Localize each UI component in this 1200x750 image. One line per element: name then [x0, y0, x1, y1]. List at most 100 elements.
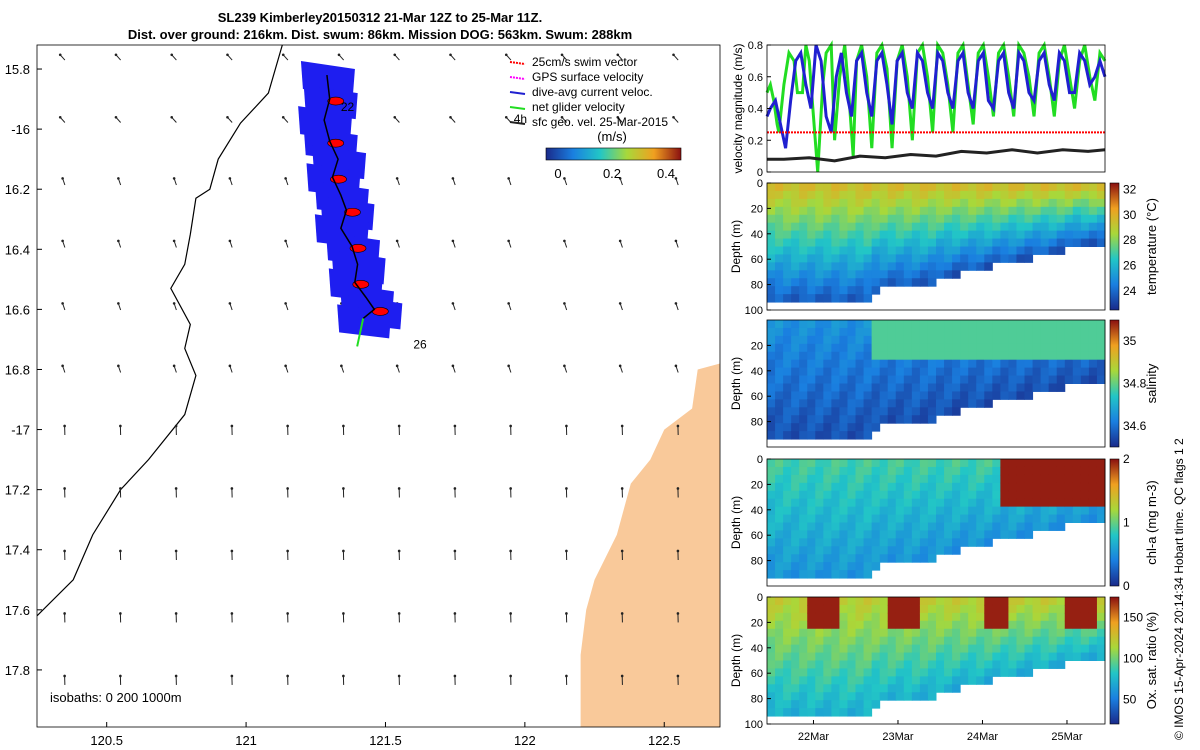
section-cell [863, 222, 873, 232]
section-cell [895, 530, 905, 539]
section-cell [927, 482, 937, 492]
section-colorbar [1109, 319, 1120, 448]
section-cell [839, 676, 848, 685]
arrow-head [230, 674, 234, 678]
section-cell [968, 644, 977, 654]
section-cell [887, 383, 897, 392]
section-cell [895, 482, 905, 492]
section-cell [775, 652, 784, 661]
section-cell [863, 383, 873, 392]
section-cell [815, 391, 824, 400]
section-cell [984, 506, 993, 516]
section-cell [791, 286, 800, 295]
section-cell [1064, 327, 1074, 337]
geo-velocity-arrow [453, 674, 457, 685]
section-cell [847, 214, 857, 224]
section-cell [767, 570, 776, 579]
section-cell [1024, 474, 1034, 484]
section-cell [871, 459, 881, 468]
section-cell [1016, 612, 1026, 622]
section-cell [783, 514, 792, 523]
y-tick-label: 16.6 [5, 302, 30, 317]
section-cell [791, 383, 800, 392]
section-cell [1016, 506, 1026, 516]
section-cell [879, 270, 889, 279]
section-cell [895, 506, 905, 516]
section-cell [992, 198, 1001, 208]
section-cell [831, 190, 840, 200]
arrow-head [507, 302, 510, 305]
arrow-head [393, 115, 397, 119]
section-cell [1000, 359, 1009, 369]
section-cell [807, 506, 816, 516]
section-cell [799, 644, 808, 654]
section-cell [1016, 238, 1026, 247]
section-cell [903, 604, 913, 614]
section-cell [831, 708, 840, 717]
section-cell [1024, 636, 1034, 646]
section-cell [984, 459, 993, 468]
section-cell [775, 668, 784, 677]
y-tick-label: 40 [751, 229, 763, 241]
section-cell [1040, 359, 1050, 369]
section-cell [1088, 514, 1098, 523]
section-cell [823, 383, 832, 392]
section-cell [960, 383, 969, 392]
section-cell [799, 262, 808, 271]
section-cell [783, 708, 792, 717]
section-cell [1024, 335, 1034, 345]
section-cell [952, 183, 961, 192]
section-cell [1000, 327, 1009, 337]
section-cell [968, 660, 977, 669]
section-cell [791, 546, 800, 555]
section-cell [879, 530, 889, 539]
section-cell [960, 612, 969, 622]
section-cell [791, 359, 800, 369]
section-cell [831, 538, 840, 547]
arrow-head [563, 177, 566, 180]
section-cell [855, 335, 865, 345]
section-cell [944, 506, 953, 516]
section-cell [847, 286, 857, 295]
section-cell [1080, 359, 1090, 369]
geo-velocity-arrow [395, 364, 400, 373]
section-cell [927, 222, 937, 232]
section-cell [992, 628, 1001, 638]
y-tick-label: -16 [11, 122, 30, 137]
section-cell [895, 198, 905, 208]
section-cell [952, 459, 961, 468]
section-cell [871, 383, 881, 392]
section-cell [887, 474, 897, 484]
section-cell [1000, 367, 1009, 377]
section-cell [879, 343, 889, 353]
section-cell [775, 278, 784, 287]
section-cell [911, 604, 921, 614]
geo-velocity-arrow [286, 674, 289, 685]
section-cell [807, 351, 816, 361]
section-cell [927, 351, 937, 361]
section-cell [944, 335, 953, 345]
section-cell [903, 359, 913, 369]
arrow-head [620, 612, 624, 615]
section-cell [984, 238, 993, 247]
arrow-head [507, 364, 510, 368]
section-cell [895, 238, 905, 247]
section-cell [839, 490, 848, 500]
section-cell [1056, 190, 1066, 200]
section-cell [992, 652, 1001, 661]
geo-velocity-arrow [618, 239, 623, 248]
section-cell [903, 415, 913, 424]
section-cell [871, 327, 881, 337]
section-cell [1056, 506, 1066, 516]
geo-velocity-arrow [228, 177, 233, 186]
section-cell [887, 198, 897, 208]
section-cell [1056, 522, 1066, 531]
section-cell [1064, 206, 1074, 216]
section-cell [1080, 644, 1090, 654]
colorbar-tick-label: 32 [1123, 182, 1137, 196]
section-cell [887, 359, 897, 369]
section-cell [871, 359, 881, 369]
arrow-head [397, 612, 401, 615]
section-cell [807, 514, 816, 523]
geo-velocity-arrow [174, 549, 178, 560]
